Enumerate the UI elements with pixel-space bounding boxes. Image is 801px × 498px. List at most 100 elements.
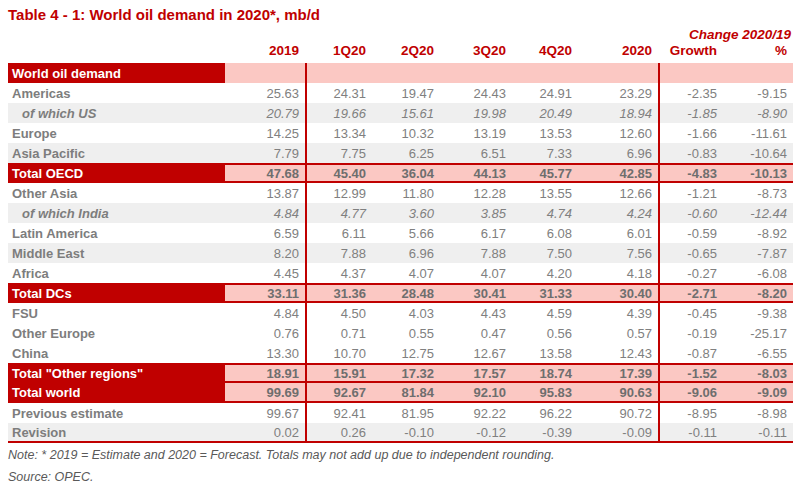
- cell-value: 0.55: [372, 323, 440, 343]
- cell-value: 5.66: [372, 223, 440, 243]
- cell-value: 4.59: [512, 303, 578, 323]
- cell-value: 12.66: [578, 183, 658, 203]
- cell-value: 13.58: [512, 343, 578, 363]
- cell-value: 42.85: [578, 165, 658, 181]
- cell-value: 24.91: [512, 83, 578, 103]
- table-row: Other Asia13.8712.9911.8012.2813.5512.66…: [8, 183, 793, 203]
- cell-value: 12.28: [440, 183, 512, 203]
- cell-value: -9.15: [723, 83, 793, 103]
- row-label: Middle East: [8, 243, 225, 263]
- row-label: of which India: [8, 203, 225, 223]
- cell-value: -6.55: [723, 343, 793, 363]
- cell-value: 7.33: [512, 143, 578, 163]
- column-header: 2019: [225, 42, 305, 60]
- cell-value: 6.51: [440, 143, 512, 163]
- cell-value: 19.66: [305, 103, 372, 123]
- cell-value: 6.17: [440, 223, 512, 243]
- cell-value: 13.34: [305, 123, 372, 143]
- cell-value: 4.39: [578, 303, 658, 323]
- cell-value: 4.84: [225, 303, 305, 323]
- cell-value: 4.18: [578, 263, 658, 283]
- cell-value: -1.21: [658, 183, 723, 203]
- cell-value: -10.64: [723, 143, 793, 163]
- table-row: Asia Pacific7.797.756.256.517.336.96-0.8…: [8, 143, 793, 163]
- row-label: Other Europe: [8, 323, 225, 343]
- cell-value: -11.61: [723, 123, 793, 143]
- cell-value: 4.50: [305, 303, 372, 323]
- row-label: Americas: [8, 83, 225, 103]
- cell-value: -0.45: [658, 303, 723, 323]
- cell-value: [578, 63, 658, 83]
- row-label: Total world: [8, 383, 225, 401]
- cell-value: 15.91: [305, 365, 372, 381]
- cell-value: -0.10: [372, 423, 440, 441]
- cell-value: 4.37: [305, 263, 372, 283]
- cell-value: -0.09: [578, 423, 658, 441]
- cell-value: -0.59: [658, 223, 723, 243]
- cell-value: -0.11: [723, 423, 793, 441]
- cell-value: 17.57: [440, 365, 512, 381]
- column-header: 3Q20: [440, 42, 512, 60]
- cell-value: -0.60: [658, 203, 723, 223]
- cell-value: -0.27: [658, 263, 723, 283]
- cell-value: -8.92: [723, 223, 793, 243]
- cell-value: 6.25: [372, 143, 440, 163]
- cell-value: 7.79: [225, 143, 305, 163]
- table-row: Middle East8.207.886.967.887.507.56-0.65…: [8, 243, 793, 263]
- cell-value: 24.31: [305, 83, 372, 103]
- cell-value: 92.41: [305, 403, 372, 423]
- cell-value: 0.76: [225, 323, 305, 343]
- page-title: Table 4 - 1: World oil demand in 2020*, …: [8, 6, 320, 23]
- table-row: Europe14.2513.3410.3213.1913.5312.60-1.6…: [8, 123, 793, 143]
- column-header-row: 20191Q202Q203Q204Q202020Growth%: [8, 42, 793, 60]
- table-row: of which US20.7919.6615.6119.9820.4918.9…: [8, 103, 793, 123]
- cell-value: 8.20: [225, 243, 305, 263]
- note-text: Note: * 2019 = Estimate and 2020 = Forec…: [8, 448, 554, 462]
- cell-value: -0.87: [658, 343, 723, 363]
- cell-value: [225, 63, 305, 83]
- table-row: Total DCs33.1131.3628.4830.4131.3330.40-…: [8, 283, 793, 303]
- column-header: 2Q20: [372, 42, 440, 60]
- cell-value: [512, 63, 578, 83]
- cell-value: 4.07: [440, 263, 512, 283]
- column-header: %: [723, 42, 793, 60]
- cell-value: 0.56: [512, 323, 578, 343]
- cell-value: 44.13: [440, 165, 512, 181]
- table-row: Total "Other regions"18.9115.9117.3217.5…: [8, 363, 793, 383]
- cell-value: 45.77: [512, 165, 578, 181]
- cell-value: -25.17: [723, 323, 793, 343]
- cell-value: -12.44: [723, 203, 793, 223]
- cell-value: 20.49: [512, 103, 578, 123]
- cell-value: -0.65: [658, 243, 723, 263]
- row-label: Total DCs: [8, 285, 225, 301]
- change-period-header: Change 2020/19: [689, 27, 791, 42]
- cell-value: 0.02: [225, 423, 305, 441]
- row-label: Other Asia: [8, 183, 225, 203]
- cell-value: 7.88: [305, 243, 372, 263]
- table-row: China13.3010.7012.7512.6713.5812.43-0.87…: [8, 343, 793, 363]
- cell-value: 6.08: [512, 223, 578, 243]
- cell-value: 45.40: [305, 165, 372, 181]
- cell-value: 7.56: [578, 243, 658, 263]
- cell-value: 17.32: [372, 365, 440, 381]
- cell-value: -6.08: [723, 263, 793, 283]
- cell-value: 18.91: [225, 365, 305, 381]
- cell-value: -1.66: [658, 123, 723, 143]
- cell-value: 13.87: [225, 183, 305, 203]
- cell-value: 4.74: [512, 203, 578, 223]
- cell-value: 7.88: [440, 243, 512, 263]
- cell-value: -8.98: [723, 403, 793, 423]
- cell-value: 13.30: [225, 343, 305, 363]
- row-label: Revision: [8, 423, 225, 441]
- table-row: World oil demand: [8, 63, 793, 83]
- cell-value: 3.85: [440, 203, 512, 223]
- cell-value: 31.36: [305, 285, 372, 301]
- cell-value: [723, 63, 793, 83]
- table-row: FSU4.844.504.034.434.594.39-0.45-9.38: [8, 303, 793, 323]
- cell-value: 15.61: [372, 103, 440, 123]
- cell-value: 4.07: [372, 263, 440, 283]
- cell-value: 6.96: [372, 243, 440, 263]
- row-label: Europe: [8, 123, 225, 143]
- cell-value: 47.68: [225, 165, 305, 181]
- cell-value: 7.50: [512, 243, 578, 263]
